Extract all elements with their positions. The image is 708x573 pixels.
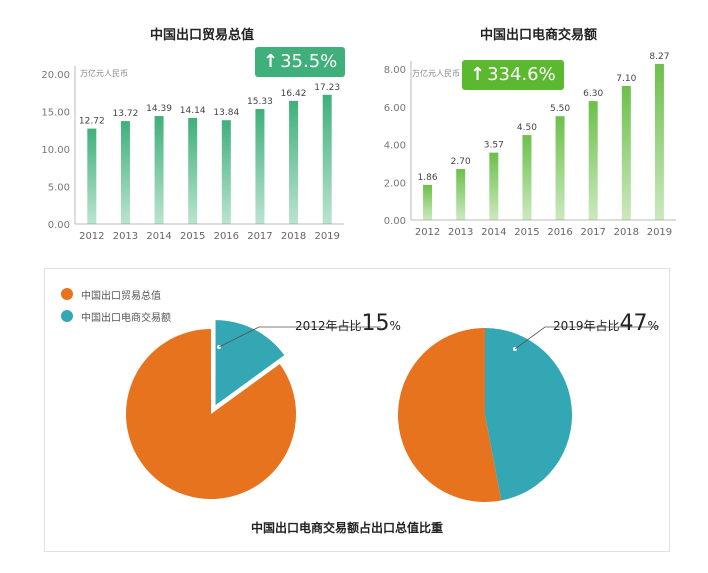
trade-total-y-tick: 5.00 [48, 183, 70, 194]
legend-dot-ecommerce [61, 310, 73, 322]
ecommerce-bar [621, 85, 631, 220]
trade-total-x-tick: 2014 [146, 231, 171, 242]
pie-1-slice-trade-total [398, 328, 502, 502]
pie-2012-label: 2012年占比 [295, 319, 362, 333]
pie-2019-label: 2019年占比 [553, 319, 620, 333]
trade-total-bar [120, 121, 130, 224]
trade-total-bar-label: 13.84 [213, 108, 239, 118]
trade-total-x-tick: 2019 [314, 231, 339, 242]
pie-2012-value: 15 [361, 311, 390, 336]
trade-total-x-tick: 2016 [214, 231, 239, 242]
ecommerce-bar [522, 135, 532, 220]
trade-total-bar-label: 13.72 [113, 109, 139, 119]
trade-total-bar [87, 128, 97, 224]
trade-total-bar-label: 14.14 [180, 106, 206, 116]
trade-total-x-tick: 2018 [281, 231, 306, 242]
ecommerce-x-tick: 2019 [647, 227, 672, 238]
trade-total-bar-label: 12.72 [79, 117, 105, 127]
ecommerce-bar [588, 101, 598, 220]
ecommerce-x-tick: 2015 [514, 227, 539, 238]
ecommerce-y-tick: 4.00 [384, 141, 406, 152]
ecommerce-bar-label: 5.50 [550, 104, 570, 114]
trade-total-bar-label: 14.39 [146, 104, 172, 114]
trade-total-growth-badge: ↑ 35.5% [255, 47, 346, 77]
legend-dot-trade-total [61, 288, 73, 300]
pie-1-callout-line [514, 326, 659, 350]
trade-total-unit: 万亿元人民币 [80, 69, 128, 78]
pie-0-callout-line [218, 326, 381, 348]
ecommerce-title: 中国出口电商交易额 [480, 28, 598, 43]
trade-total-y-tick: 20.00 [41, 70, 70, 81]
trade-total-x-tick: 2013 [113, 231, 138, 242]
pie-2012-unit: % [389, 319, 401, 333]
pie-2019-unit: % [647, 319, 659, 333]
ecommerce-unit: 万亿元人民币 [412, 69, 460, 78]
trade-total-y-tick: 10.00 [41, 145, 70, 156]
ecommerce-bar [555, 116, 565, 220]
ecommerce-x-tick: 2017 [580, 227, 605, 238]
trade-total-y-tick: 15.00 [41, 108, 70, 119]
trade-total-bar-label: 15.33 [247, 97, 273, 107]
legend-label-trade-total: 中国出口贸易总值 [81, 291, 161, 302]
pie-2012-callout: 2012年占比15% [295, 311, 401, 336]
ecommerce-bar [456, 169, 466, 220]
ecommerce-x-tick: 2014 [481, 227, 506, 238]
ecommerce-bar-label: 8.27 [649, 52, 669, 62]
ecommerce-bar-label: 4.50 [517, 123, 537, 133]
trade-total-bar [322, 94, 332, 225]
trade-total-x-tick: 2015 [180, 231, 205, 242]
ecommerce-x-tick: 2016 [547, 227, 572, 238]
trade-total-bar [221, 120, 231, 224]
ecommerce-x-tick: 2013 [448, 227, 473, 238]
ecommerce-plot: 0.00 2.00 4.00 6.00 8.00 1.86 2012 2.70 2013 3.57… [384, 52, 676, 238]
trade-total-x-tick: 2017 [247, 231, 272, 242]
share-pie-panel: 中国出口贸易总值 中国出口电商交易额 2012年占比15% 2019年占比47%… [44, 268, 670, 552]
ecommerce-y-tick: 2.00 [384, 178, 406, 189]
ecommerce-bar [489, 152, 499, 220]
legend-label-ecommerce: 中国出口电商交易额 [81, 313, 171, 324]
trade-total-bar-label: 16.42 [281, 89, 307, 99]
pie-2019-value: 47 [619, 311, 648, 336]
trade-total-title: 中国出口贸易总值 [150, 28, 255, 43]
trade-total-bar [255, 109, 265, 224]
pie-1-slice-ecommerce [485, 328, 572, 501]
ecommerce-bar-label: 3.57 [484, 141, 504, 151]
ecommerce-growth-badge: ↑ 334.6% [462, 60, 564, 90]
ecommerce-bar-label: 1.86 [418, 173, 438, 183]
trade-total-bar [289, 100, 299, 224]
pie-2019-callout: 2019年占比47% [553, 311, 659, 336]
up-arrow-icon: ↑ [470, 64, 486, 85]
ecommerce-bar-label: 6.30 [583, 89, 603, 99]
trade-total-growth-value: 35.5% [280, 51, 338, 72]
pie-section-title: 中国出口电商交易额占出口总值比重 [251, 521, 444, 535]
trade-total-bar-label: 17.23 [314, 83, 340, 93]
ecommerce-bar-label: 7.10 [616, 74, 636, 84]
pie-0-slice-ecommerce [215, 320, 285, 406]
trade-total-bar [188, 117, 198, 224]
ecommerce-y-tick: 0.00 [384, 216, 406, 227]
ecommerce-bar [423, 184, 433, 220]
trade-total-plot: 0.00 5.00 10.00 15.00 20.00 12.72 2012 13.72 201… [41, 66, 344, 242]
trade-total-chart: 中国出口贸易总值 万亿元人民币 0.00 5.00 10.00 15.00 20.00 1… [0, 0, 354, 260]
trade-total-bar [154, 116, 164, 224]
trade-total-y-tick: 0.00 [48, 220, 70, 231]
ecommerce-x-tick: 2018 [614, 227, 639, 238]
up-arrow-icon: ↑ [263, 51, 279, 72]
ecommerce-x-tick: 2012 [415, 227, 440, 238]
ecommerce-bar [654, 63, 664, 221]
ecommerce-bar-label: 2.70 [451, 157, 471, 167]
ecommerce-y-tick: 6.00 [384, 103, 406, 114]
ecommerce-chart: 中国出口电商交易额 万亿元人民币 0.00 2.00 4.00 6.00 8.00 1.8… [354, 0, 708, 260]
ecommerce-y-tick: 8.00 [384, 65, 406, 76]
pie-plots [126, 320, 659, 502]
pie-0-slice-trade-total [126, 329, 296, 499]
trade-total-x-tick: 2012 [79, 231, 104, 242]
ecommerce-growth-value: 334.6% [487, 64, 556, 85]
